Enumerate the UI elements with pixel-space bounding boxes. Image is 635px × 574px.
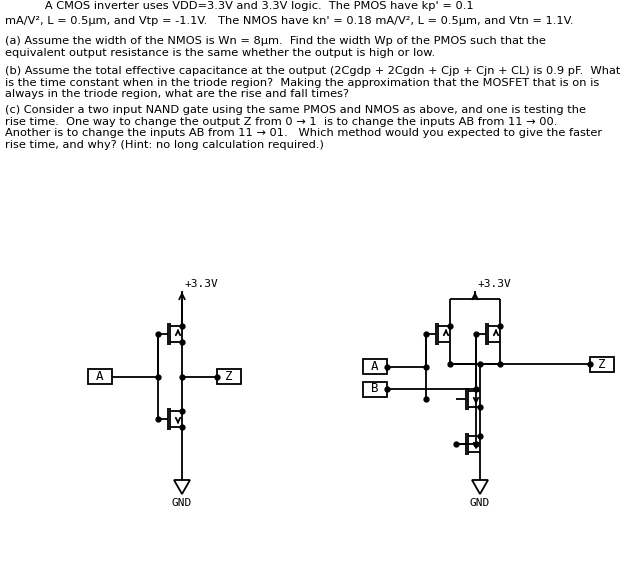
Bar (363, 359, 387, 374)
Text: A CMOS inverter uses VDD=3.3V and 3.3V logic.  The PMOS have kp' = 0.1: A CMOS inverter uses VDD=3.3V and 3.3V l… (5, 1, 474, 11)
Text: (c) Consider a two input NAND gate using the same PMOS and NMOS as above, and on: (c) Consider a two input NAND gate using… (5, 105, 602, 150)
Text: Z: Z (225, 370, 233, 383)
Bar (88, 369, 112, 384)
Bar (590, 356, 614, 371)
Text: A: A (371, 360, 378, 373)
Text: +3.3V: +3.3V (478, 279, 512, 289)
Text: (a) Assume the width of the NMOS is Wn = 8μm.  Find the width Wp of the PMOS suc: (a) Assume the width of the NMOS is Wn =… (5, 36, 546, 57)
Text: GND: GND (470, 498, 490, 508)
Text: +3.3V: +3.3V (185, 279, 218, 289)
Bar (217, 369, 241, 384)
Text: Z: Z (598, 358, 606, 370)
Text: GND: GND (172, 498, 192, 508)
Text: B: B (371, 382, 378, 395)
Text: mA/V², L = 0.5μm, and Vtp = -1.1V.   The NMOS have kn' = 0.18 mA/V², L = 0.5μm, : mA/V², L = 0.5μm, and Vtp = -1.1V. The N… (5, 16, 573, 26)
Text: A: A (97, 370, 104, 383)
Bar (363, 382, 387, 397)
Text: (b) Assume the total effective capacitance at the output (2Cgdp + 2Cgdn + Cjp + : (b) Assume the total effective capacitan… (5, 66, 620, 99)
